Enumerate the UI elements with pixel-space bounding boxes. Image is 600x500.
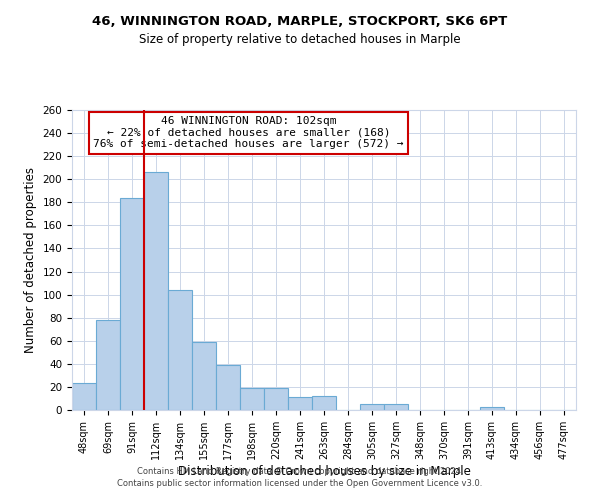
Bar xyxy=(192,342,216,410)
Text: 46 WINNINGTON ROAD: 102sqm
← 22% of detached houses are smaller (168)
76% of sem: 46 WINNINGTON ROAD: 102sqm ← 22% of deta… xyxy=(93,116,404,149)
Bar xyxy=(312,396,336,410)
Text: Size of property relative to detached houses in Marple: Size of property relative to detached ho… xyxy=(139,32,461,46)
Bar xyxy=(72,384,96,410)
X-axis label: Distribution of detached houses by size in Marple: Distribution of detached houses by size … xyxy=(178,464,470,477)
Text: 46, WINNINGTON ROAD, MARPLE, STOCKPORT, SK6 6PT: 46, WINNINGTON ROAD, MARPLE, STOCKPORT, … xyxy=(92,15,508,28)
Bar xyxy=(168,290,192,410)
Bar xyxy=(360,404,384,410)
Bar xyxy=(264,388,288,410)
Bar xyxy=(96,320,120,410)
Y-axis label: Number of detached properties: Number of detached properties xyxy=(24,167,37,353)
Text: Contains HM Land Registry data © Crown copyright and database right 2024.
Contai: Contains HM Land Registry data © Crown c… xyxy=(118,466,482,487)
Bar xyxy=(144,172,168,410)
Bar xyxy=(120,198,144,410)
Bar xyxy=(480,406,504,410)
Bar xyxy=(384,404,408,410)
Bar xyxy=(240,388,264,410)
Bar xyxy=(216,365,240,410)
Bar xyxy=(288,398,312,410)
